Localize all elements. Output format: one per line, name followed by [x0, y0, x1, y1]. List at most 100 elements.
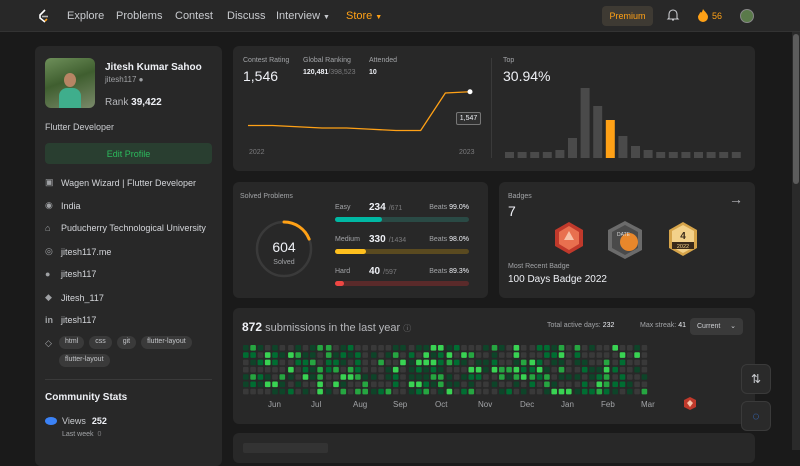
badges-count: 7	[508, 203, 516, 219]
submission-heatmap[interactable]	[243, 344, 753, 399]
nav-interview-label: Interview	[276, 10, 321, 22]
heatmap-cell	[430, 352, 437, 358]
nav-explore[interactable]: Explore	[67, 10, 105, 22]
heatmap-cell	[295, 388, 301, 395]
recent-ac-card	[233, 433, 755, 463]
heatmap-cell	[272, 352, 278, 358]
heatmap-cell	[446, 374, 453, 380]
heatmap-cell	[295, 374, 301, 380]
heatmap-cell	[513, 359, 520, 366]
histogram-bar	[530, 152, 540, 158]
heatmap-cell	[347, 366, 354, 373]
info-company: ▣ Wagen Wizard | Flutter Developer	[45, 177, 197, 188]
heatmap-cell	[461, 352, 467, 358]
nav-store[interactable]: Store ▼	[346, 10, 382, 22]
skill-tag[interactable]: git	[116, 336, 137, 349]
skill-tag[interactable]: flutter-layout	[59, 354, 110, 367]
heatmap-cell	[529, 374, 536, 380]
heatmap-cell	[634, 374, 640, 380]
heatmap-cell	[430, 359, 437, 366]
rating-line-chart[interactable]	[248, 86, 478, 146]
heatmap-cell	[529, 366, 536, 373]
heatmap-cell	[430, 366, 437, 373]
edit-profile-button[interactable]: Edit Profile	[45, 143, 212, 164]
info-twitter[interactable]: ◆ Jitesh_117	[45, 292, 104, 303]
solved-count-label: Solved	[273, 259, 295, 266]
heatmap-cell	[288, 374, 294, 380]
skill-tag[interactable]: css	[89, 336, 112, 349]
heatmap-cell	[264, 366, 271, 373]
heatmap-cell	[279, 374, 286, 380]
info-icon[interactable]: ⓘ	[403, 324, 412, 333]
nav-problems[interactable]: Problems	[116, 10, 163, 22]
heatmap-cell	[483, 366, 489, 373]
100-days-badge-icon[interactable]: 4 2022	[666, 220, 700, 258]
translate-icon: ⇅	[750, 372, 762, 386]
heatmap-cell	[423, 366, 429, 373]
info-linkedin[interactable]: in jitesh117	[45, 315, 97, 325]
heatmap-cell	[603, 366, 610, 373]
period-select[interactable]: Current ⌄	[690, 318, 743, 335]
heatmap-cell	[272, 345, 278, 351]
heatmap-cell	[446, 381, 453, 388]
heatmap-cell	[544, 345, 550, 351]
heatmap-cell	[596, 381, 603, 388]
arrow-right-icon[interactable]: →	[729, 191, 743, 207]
heatmap-cell	[641, 381, 648, 388]
fire-streak-icon[interactable]	[697, 8, 709, 22]
heatmap-cell	[295, 352, 301, 358]
study-plan-badge-icon[interactable]: DATE	[605, 220, 645, 260]
tab-placeholder[interactable]	[243, 443, 328, 453]
bell-icon[interactable]	[666, 8, 680, 22]
heatmap-cell	[333, 366, 339, 373]
heatmap-cell	[596, 345, 603, 351]
annual-badge-icon[interactable]	[552, 220, 586, 256]
nav-contest[interactable]: Contest	[175, 10, 213, 22]
heatmap-cell	[627, 366, 633, 373]
heatmap-cell	[641, 366, 648, 373]
heatmap-cell	[536, 366, 543, 373]
skill-tag[interactable]: html	[59, 336, 85, 349]
histogram-bar	[643, 150, 653, 158]
heatmap-cell	[468, 352, 475, 358]
rating-histogram[interactable]	[505, 86, 747, 159]
heatmap-cell	[416, 345, 422, 351]
scrollbar[interactable]	[792, 32, 800, 450]
heatmap-cell	[596, 366, 603, 373]
feedback-button[interactable]: ◌	[741, 401, 771, 431]
nav-discuss[interactable]: Discuss	[227, 10, 266, 22]
heatmap-cell	[612, 374, 618, 380]
histogram-bar	[719, 152, 729, 158]
profile-role: Flutter Developer	[45, 122, 115, 132]
info-github[interactable]: ● jitesh117	[45, 269, 97, 279]
streak-count[interactable]: 56	[712, 11, 723, 21]
heatmap-cell	[347, 388, 354, 395]
heatmap-cell	[619, 374, 626, 380]
contest-rating-card: Contest Rating 1,546 Global Ranking 120,…	[233, 46, 755, 171]
heatmap-cell	[468, 374, 475, 380]
heatmap-cell	[627, 352, 633, 358]
premium-button[interactable]: Premium	[602, 6, 653, 26]
histogram-bar	[694, 152, 703, 158]
badge-marker-icon[interactable]	[684, 397, 696, 410]
leetcode-logo-icon[interactable]	[36, 8, 52, 24]
heatmap-cell	[468, 345, 475, 351]
heatmap-cell	[596, 352, 603, 358]
globe-icon: ◎	[45, 246, 53, 256]
heatmap-cell	[589, 381, 595, 388]
info-website[interactable]: ◎ jitesh117.me	[45, 246, 112, 257]
heatmap-cell	[558, 366, 565, 373]
heatmap-cell	[627, 359, 633, 366]
translate-button[interactable]: ⇅	[741, 364, 771, 394]
nav-interview[interactable]: Interview ▼	[276, 10, 330, 22]
user-avatar[interactable]	[740, 9, 754, 23]
heatmap-cell	[371, 352, 377, 358]
heatmap-cell	[325, 388, 332, 395]
skill-tag[interactable]: flutter-layout	[141, 336, 192, 349]
rating-tooltip: 1,547	[456, 112, 481, 125]
info-location: ◉ India	[45, 200, 81, 211]
community-stats-title: Community Stats	[45, 392, 128, 403]
heatmap-cell	[566, 366, 572, 373]
heatmap-cell	[453, 381, 460, 388]
solved-title: Solved Problems	[240, 193, 293, 200]
